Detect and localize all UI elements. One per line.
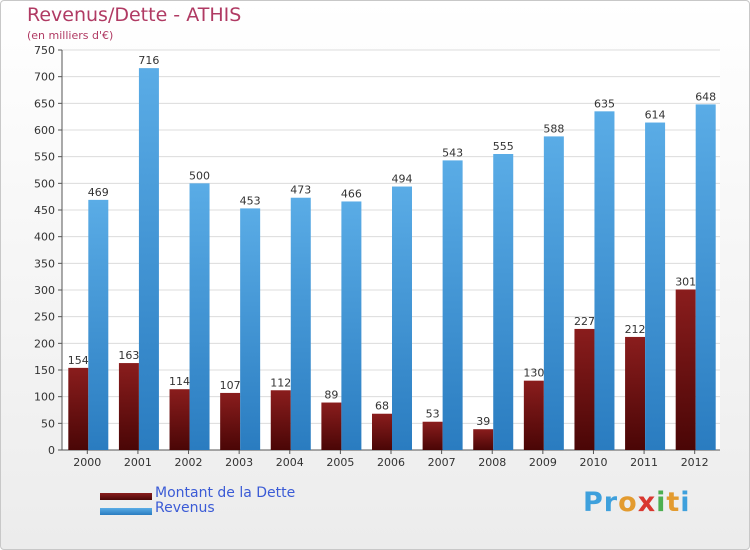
data-label-revenus: 500: [189, 169, 210, 182]
y-tick-label: 600: [34, 124, 55, 137]
bar-dette: [675, 289, 696, 450]
data-label-dette: 114: [169, 375, 190, 388]
legend-label-revenus: Revenus: [155, 500, 215, 516]
data-label-dette: 212: [625, 323, 646, 336]
logo-letter: i: [656, 487, 667, 518]
y-tick-label: 150: [34, 364, 55, 377]
bar-dette: [422, 421, 443, 450]
proxiti-logo: Proxiti: [583, 487, 691, 518]
y-tick-label: 250: [34, 311, 55, 324]
bar-dette: [625, 336, 646, 450]
bar-revenus: [645, 122, 666, 451]
bar-revenus: [138, 68, 159, 450]
y-tick-label: 200: [34, 337, 55, 350]
x-tick-label: 2002: [175, 456, 203, 469]
data-label-dette: 107: [220, 379, 241, 392]
bar-revenus: [594, 111, 615, 450]
logo-letter: i: [680, 487, 691, 518]
legend-swatch-revenus: [100, 508, 152, 515]
y-tick-label: 400: [34, 231, 55, 244]
data-label-dette: 130: [523, 367, 544, 380]
data-label-revenus: 453: [240, 194, 261, 207]
data-label-revenus: 543: [442, 146, 463, 159]
data-label-dette: 301: [675, 275, 696, 288]
x-tick-label: 2006: [377, 456, 405, 469]
y-tick-label: 0: [48, 444, 55, 457]
y-tick-label: 700: [34, 71, 55, 84]
y-tick-label: 650: [34, 97, 55, 110]
bar-dette: [118, 363, 139, 450]
bar-revenus: [189, 183, 210, 451]
bar-dette: [220, 392, 241, 450]
bar-revenus: [290, 197, 311, 450]
bar-dette: [523, 380, 544, 450]
bar-revenus: [695, 104, 716, 451]
data-label-dette: 227: [574, 315, 595, 328]
y-tick-label: 100: [34, 391, 55, 404]
data-label-revenus: 588: [543, 122, 564, 135]
data-label-dette: 154: [68, 354, 89, 367]
plot-area: [62, 50, 720, 450]
x-tick-label: 2001: [124, 456, 152, 469]
bar-revenus: [543, 136, 564, 450]
bar-revenus: [442, 160, 463, 450]
bar-revenus: [392, 186, 412, 451]
bar-dette: [574, 328, 595, 450]
bar-dette: [321, 402, 342, 450]
y-tick-label: 750: [34, 44, 55, 57]
data-label-revenus: 648: [695, 90, 716, 103]
bar-revenus: [341, 201, 362, 450]
bar-dette: [372, 413, 392, 450]
chart-title: Revenus/Dette - ATHIS: [27, 4, 242, 26]
chart-subtitle: (en milliers d'€): [27, 29, 114, 42]
logo-letter: t: [666, 487, 681, 518]
legend-swatch-dette: [100, 493, 152, 500]
bar-revenus: [493, 154, 514, 450]
logo-letter: x: [637, 487, 657, 518]
x-tick-label: 2010: [579, 456, 607, 469]
data-label-revenus: 473: [290, 184, 311, 197]
data-label-dette: 68: [375, 400, 389, 413]
x-tick-label: 2011: [630, 456, 658, 469]
data-label-dette: 39: [476, 415, 490, 428]
data-label-revenus: 614: [645, 109, 666, 122]
data-label-dette: 163: [118, 349, 139, 362]
x-tick-label: 2003: [225, 456, 253, 469]
data-label-revenus: 466: [341, 187, 362, 200]
bar-dette: [473, 429, 494, 450]
x-tick-label: 2009: [529, 456, 557, 469]
x-tick-label: 2005: [326, 456, 354, 469]
logo-letter: P: [583, 487, 604, 518]
data-label-revenus: 469: [88, 186, 109, 199]
x-tick-label: 2008: [478, 456, 506, 469]
bar-revenus: [88, 199, 109, 450]
data-label-revenus: 716: [138, 54, 159, 67]
y-tick-label: 300: [34, 284, 55, 297]
bar-dette: [270, 390, 291, 450]
x-tick-label: 2000: [73, 456, 101, 469]
logo-letter: o: [618, 487, 638, 518]
data-label-revenus: 555: [493, 140, 514, 153]
data-label-dette: 53: [426, 408, 440, 421]
data-label-revenus: 635: [594, 97, 615, 110]
y-tick-label: 50: [41, 417, 55, 430]
x-tick-label: 2007: [428, 456, 456, 469]
bar-revenus: [240, 208, 261, 450]
y-tick-label: 550: [34, 151, 55, 164]
legend-label-dette: Montant de la Dette: [155, 485, 296, 501]
y-tick-label: 450: [34, 204, 55, 217]
y-tick-label: 500: [34, 177, 55, 190]
x-tick-label: 2004: [276, 456, 304, 469]
x-tick-label: 2012: [681, 456, 709, 469]
logo-letter: r: [603, 487, 619, 518]
bar-dette: [169, 389, 190, 450]
bar-dette: [68, 367, 89, 450]
data-label-dette: 112: [270, 376, 291, 389]
data-label-revenus: 494: [392, 173, 413, 186]
data-label-dette: 89: [324, 389, 338, 402]
y-tick-label: 350: [34, 257, 55, 270]
